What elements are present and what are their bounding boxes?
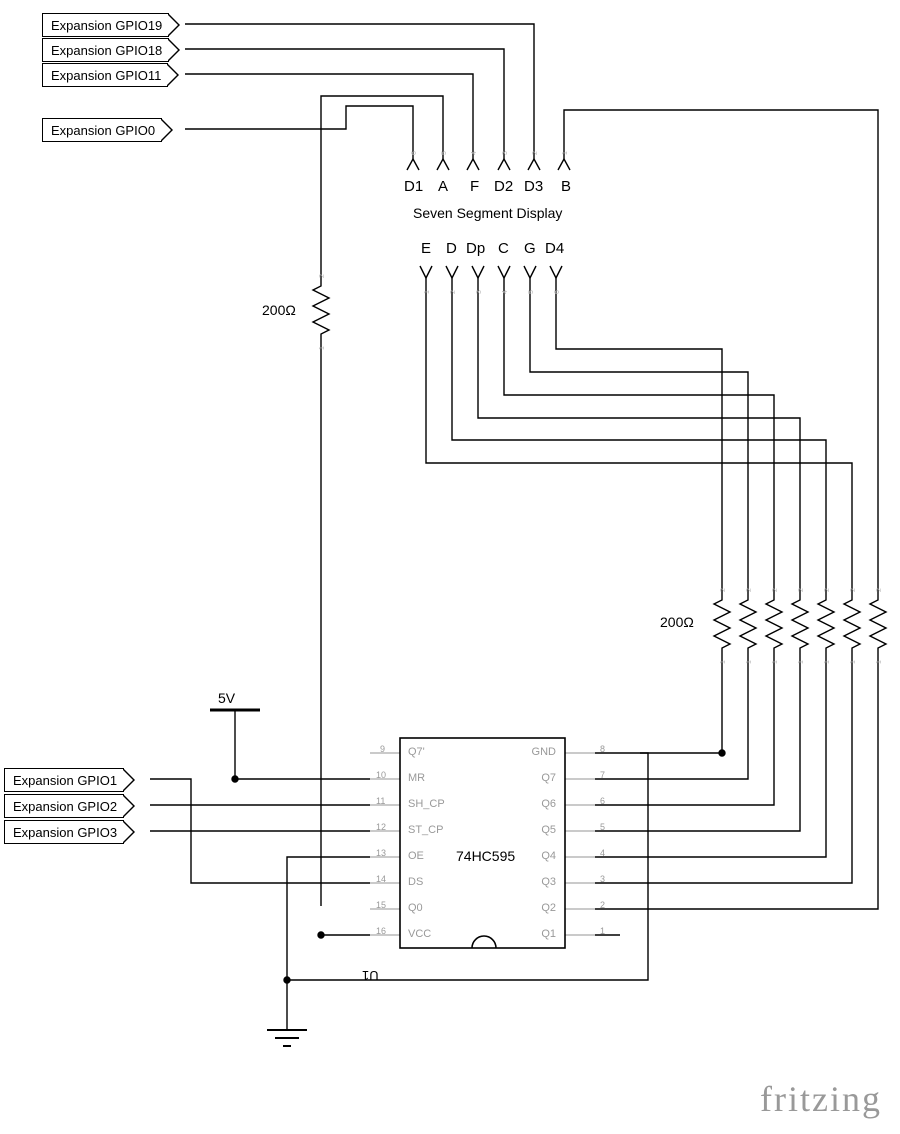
res-pinnum: 1 bbox=[798, 660, 805, 664]
resistor-bank-value: 200Ω bbox=[660, 614, 694, 630]
ic-pin-num: 13 bbox=[376, 848, 386, 858]
ic-pin-name: Q5 bbox=[541, 824, 556, 836]
res-pinnum: 2 bbox=[720, 588, 727, 592]
resistor-value: 200Ω bbox=[262, 302, 296, 318]
sevenseg-bottom-pin: E bbox=[421, 240, 431, 257]
ic-pin-name: Q6 bbox=[541, 798, 556, 810]
sevenseg-bottom-pin: D bbox=[446, 240, 457, 257]
ic-pin-num: 12 bbox=[376, 822, 386, 832]
ic-pin-name: MR bbox=[408, 772, 425, 784]
sevenseg-top-pin: B bbox=[561, 178, 571, 195]
netlabel-gpio18: Expansion GPIO18 bbox=[42, 38, 169, 62]
sevenseg-top-num: 1 bbox=[562, 151, 569, 155]
netlabel-text: Expansion GPIO11 bbox=[51, 68, 161, 83]
res-pinnum: 2 bbox=[824, 588, 831, 592]
ic-pin-name: ST_CP bbox=[408, 824, 443, 836]
ic-pin-name: Q2 bbox=[541, 902, 556, 914]
ic-pin-num: 2 bbox=[600, 900, 605, 910]
sevenseg-top-num: 5 bbox=[441, 151, 448, 155]
ic-pin-num: 15 bbox=[376, 900, 386, 910]
ic-pin-name: Q1 bbox=[541, 928, 556, 940]
res-pinnum: 2 bbox=[798, 588, 805, 592]
netlabel-gpio0: Expansion GPIO0 bbox=[42, 118, 162, 142]
sevenseg-title: Seven Segment Display bbox=[413, 205, 562, 221]
netlabel-text: Expansion GPIO19 bbox=[51, 18, 162, 33]
ic-pin-num: 1 bbox=[600, 926, 605, 936]
netlabel-gpio2: Expansion GPIO2 bbox=[4, 794, 124, 818]
ic-pin-name: GND bbox=[532, 746, 556, 758]
ic-pin-num: 10 bbox=[376, 770, 386, 780]
sevenseg-top-num: 3 bbox=[502, 151, 509, 155]
ic-pin-num: 8 bbox=[600, 744, 605, 754]
sevenseg-top-pin: D3 bbox=[524, 178, 543, 195]
netlabel-text: Expansion GPIO1 bbox=[13, 773, 117, 788]
netlabel-text: Expansion GPIO18 bbox=[51, 43, 162, 58]
ic-pin-num: 4 bbox=[600, 848, 605, 858]
ic-pin-num: 14 bbox=[376, 874, 386, 884]
res-pinnum: 2 bbox=[746, 588, 753, 592]
power-5v-label: 5V bbox=[218, 690, 235, 706]
ic-pin-name: DS bbox=[408, 876, 423, 888]
res-pinnum: 1 bbox=[850, 660, 857, 664]
ic-pin-num: 7 bbox=[600, 770, 605, 780]
res-pinnum: 2 bbox=[850, 588, 857, 592]
fritzing-logo: fritzing bbox=[760, 1078, 882, 1120]
sevenseg-bot-num: 5 bbox=[528, 290, 535, 294]
netlabel-gpio11: Expansion GPIO11 bbox=[42, 63, 168, 87]
sevenseg-bottom-pin: Dp bbox=[466, 240, 485, 257]
sevenseg-top-num: 4 bbox=[471, 151, 478, 155]
res-pinnum: 1 bbox=[876, 660, 883, 664]
ic-pin-num: 3 bbox=[600, 874, 605, 884]
ic-part-label: 74HC595 bbox=[456, 848, 515, 864]
ic-pin-name: OE bbox=[408, 850, 424, 862]
ic-pin-num: 9 bbox=[380, 744, 385, 754]
netlabel-gpio3: Expansion GPIO3 bbox=[4, 820, 124, 844]
sevenseg-bot-num: 4 bbox=[502, 290, 509, 294]
netlabel-gpio19: Expansion GPIO19 bbox=[42, 13, 169, 37]
ic-pin-name: Q7 bbox=[541, 772, 556, 784]
res-pinnum: 2 bbox=[772, 588, 779, 592]
ic-pin-name: Q0 bbox=[408, 902, 423, 914]
sevenseg-bottom-pin: G bbox=[524, 240, 536, 257]
sevenseg-bot-num: 6 bbox=[554, 290, 561, 294]
sevenseg-bot-num: 2 bbox=[450, 290, 457, 294]
ic-pin-name: Q7' bbox=[408, 746, 425, 758]
sevenseg-top-pin: D1 bbox=[404, 178, 423, 195]
sevenseg-top-pin: D2 bbox=[494, 178, 513, 195]
ic-pin-name: Q4 bbox=[541, 850, 556, 862]
res-pinnum: 2 bbox=[319, 274, 326, 278]
sevenseg-bottom-pin: C bbox=[498, 240, 509, 257]
sevenseg-bottom-pin: D4 bbox=[545, 240, 564, 257]
ic-pin-num: 6 bbox=[600, 796, 605, 806]
res-pinnum: 1 bbox=[824, 660, 831, 664]
netlabel-text: Expansion GPIO3 bbox=[13, 825, 117, 840]
res-pinnum: 1 bbox=[772, 660, 779, 664]
res-pinnum: 1 bbox=[720, 660, 727, 664]
ic-ref-label: U1 bbox=[362, 968, 379, 983]
ic-pin-num: 5 bbox=[600, 822, 605, 832]
sevenseg-top-num: 2 bbox=[532, 151, 539, 155]
sevenseg-bot-num: 3 bbox=[476, 290, 483, 294]
sevenseg-top-pin: F bbox=[470, 178, 479, 195]
res-pinnum: 1 bbox=[746, 660, 753, 664]
res-pinnum: 2 bbox=[876, 588, 883, 592]
ic-pin-num: 11 bbox=[376, 796, 385, 806]
ic-pin-name: SH_CP bbox=[408, 798, 445, 810]
sevenseg-top-num: 6 bbox=[411, 151, 418, 155]
ic-pin-name: VCC bbox=[408, 928, 431, 940]
ic-pin-num: 16 bbox=[376, 926, 386, 936]
netlabel-text: Expansion GPIO2 bbox=[13, 799, 117, 814]
sevenseg-top-pin: A bbox=[438, 178, 448, 195]
sevenseg-bot-num: 1 bbox=[424, 290, 431, 294]
netlabel-gpio1: Expansion GPIO1 bbox=[4, 768, 124, 792]
ic-pin-name: Q3 bbox=[541, 876, 556, 888]
schematic-canvas bbox=[0, 0, 900, 1134]
netlabel-text: Expansion GPIO0 bbox=[51, 123, 155, 138]
res-pinnum: 1 bbox=[319, 346, 326, 350]
